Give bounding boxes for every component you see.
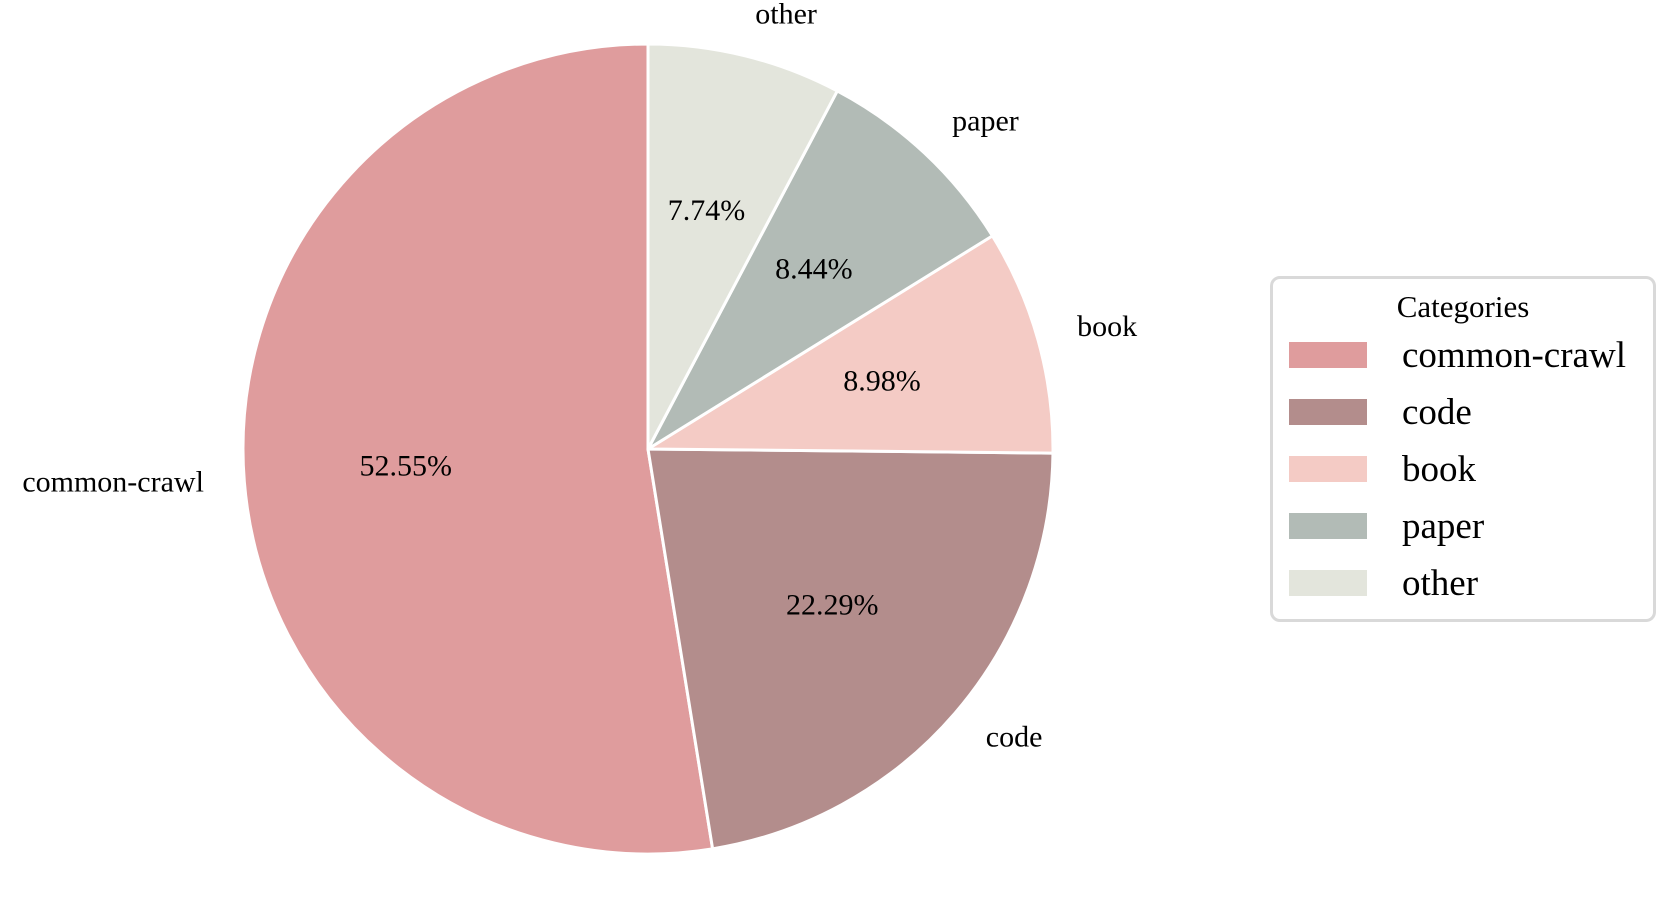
legend-item-paper: paper <box>1289 505 1485 547</box>
legend: Categories common-crawl code book paper … <box>1270 276 1656 622</box>
legend-label-common-crawl: common-crawl <box>1402 334 1626 376</box>
legend-label-paper: paper <box>1402 505 1485 547</box>
legend-item-other: other <box>1289 562 1479 604</box>
pie-category-label-book: book <box>1077 310 1137 343</box>
legend-item-book: book <box>1289 448 1476 490</box>
legend-label-book: book <box>1402 448 1476 490</box>
legend-label-code: code <box>1402 391 1472 433</box>
pie-slice-code <box>646 447 1055 851</box>
pie-slice-book <box>646 234 1055 455</box>
pie-value-label-code: 22.29% <box>786 588 879 621</box>
legend-label-other: other <box>1402 562 1479 604</box>
pie-value-label-book: 8.98% <box>843 365 921 398</box>
pie-category-label-paper: paper <box>952 104 1019 137</box>
legend-swatch-code <box>1289 399 1367 425</box>
pie-value-label-paper: 8.44% <box>775 252 853 285</box>
pie-category-label-other: other <box>755 0 817 30</box>
legend-swatch-other <box>1289 570 1367 596</box>
pie-slice-common-crawl <box>241 42 715 856</box>
legend-item-code: code <box>1289 391 1472 433</box>
legend-swatch-paper <box>1289 513 1367 539</box>
legend-title: Categories <box>1396 289 1530 324</box>
pie-slice-paper <box>646 89 994 451</box>
pie-value-label-other: 7.74% <box>668 194 746 227</box>
legend-swatch-common-crawl <box>1289 342 1367 368</box>
pie-slice-other <box>646 42 839 451</box>
pie-category-label-code: code <box>986 720 1043 753</box>
legend-swatch-book <box>1289 456 1367 482</box>
pie-category-label-common-crawl: common-crawl <box>22 466 204 499</box>
pie-value-label-common-crawl: 52.55% <box>360 449 453 482</box>
legend-item-common-crawl: common-crawl <box>1289 334 1626 376</box>
